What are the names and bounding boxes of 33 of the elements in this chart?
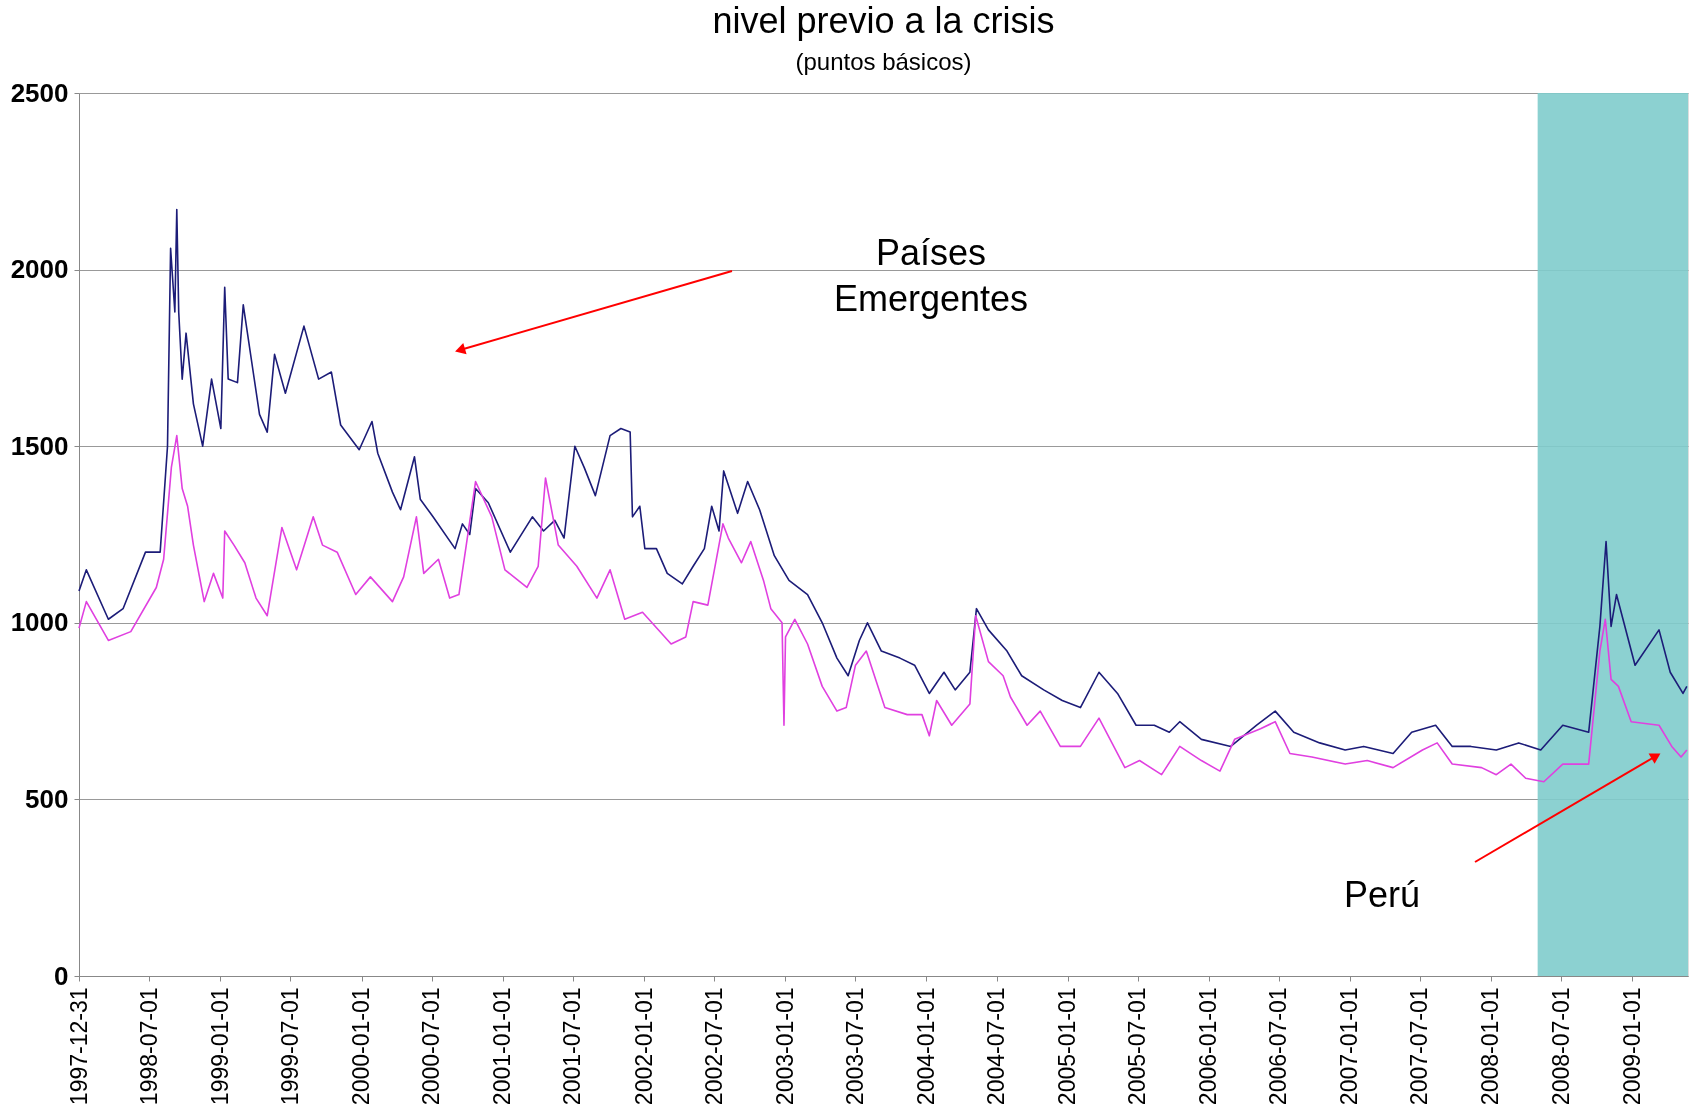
line-series — [78, 208, 1688, 755]
x-tick-label: 2000-01-01 — [348, 987, 375, 1106]
x-tick-label: 1999-01-01 — [206, 987, 233, 1106]
y-tick-label: 500 — [25, 783, 69, 814]
line-series — [78, 434, 1688, 783]
x-tick-label: 2007-01-01 — [1336, 987, 1363, 1106]
x-tick-label: 2004-01-01 — [912, 987, 939, 1106]
x-tick-label: 2001-07-01 — [559, 987, 586, 1106]
x-tick-label: 1998-07-01 — [135, 987, 162, 1106]
y-tick-label: 2000 — [10, 254, 69, 285]
x-tick-label: 1999-07-01 — [276, 987, 303, 1106]
x-tick-label: 2005-01-01 — [1054, 987, 1081, 1106]
x-tick-label: 2002-01-01 — [630, 987, 657, 1106]
x-tick-label: 2000-07-01 — [418, 987, 445, 1106]
annotation: Perú — [1343, 874, 1421, 915]
x-tick-label: 2002-07-01 — [700, 987, 727, 1106]
x-tick-label: 2007-07-01 — [1406, 987, 1433, 1106]
x-tick-label: 2009-01-01 — [1618, 987, 1645, 1106]
y-tick-label: 1500 — [10, 430, 69, 461]
x-tick-label: 2004-07-01 — [983, 987, 1010, 1106]
x-tick-label: 2006-07-01 — [1265, 987, 1292, 1106]
x-tick-label: 2001-01-01 — [489, 987, 516, 1106]
chart-subtitle: (puntos básicos) — [795, 48, 972, 75]
x-tick-label: 2003-07-01 — [841, 987, 868, 1106]
y-tick-label: 2500 — [10, 77, 69, 108]
annotation: Países Emergentes — [833, 232, 1029, 319]
x-tick-label: 2003-01-01 — [771, 987, 798, 1106]
chart-title: nivel previo a la crisis — [712, 0, 1055, 41]
x-tick-label: 2006-01-01 — [1195, 987, 1222, 1106]
y-tick-label: 1000 — [10, 607, 69, 638]
x-tick-label: 2008-01-01 — [1477, 987, 1504, 1106]
x-tick-label: 2005-07-01 — [1124, 987, 1151, 1106]
x-tick-label: 2008-07-01 — [1547, 987, 1574, 1106]
